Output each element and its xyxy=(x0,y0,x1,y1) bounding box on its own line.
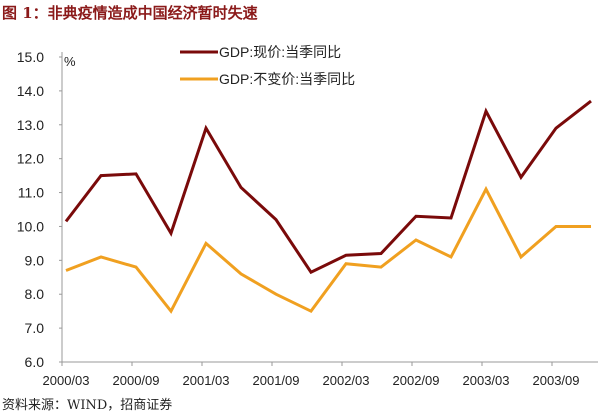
legend-label-2: GDP:不变价:当季同比 xyxy=(219,71,355,87)
y-tick-label: 14.0 xyxy=(17,83,44,99)
x-tick-label: 2002/03 xyxy=(323,373,370,388)
series-line-1 xyxy=(66,101,591,272)
legend-label-1: GDP:现价:当季同比 xyxy=(219,44,341,60)
y-tick-label: 11.0 xyxy=(18,185,44,201)
x-tick-label: 2002/09 xyxy=(393,373,440,388)
y-tick-label: 7.0 xyxy=(25,320,45,336)
x-tick-label: 2000/03 xyxy=(43,373,90,388)
series-line-2 xyxy=(66,189,591,311)
x-tick-label: 2003/03 xyxy=(463,373,510,388)
y-tick-label: 6.0 xyxy=(25,354,45,370)
x-tick-label: 2003/09 xyxy=(533,373,580,388)
y-tick-label: 10.0 xyxy=(17,218,44,234)
source-note: 资料来源：WIND，招商证券 xyxy=(2,394,172,413)
x-tick-label: 2000/09 xyxy=(113,373,160,388)
y-tick-label: 12.0 xyxy=(17,151,44,167)
x-tick-label: 2001/09 xyxy=(253,373,300,388)
y-axis-unit: % xyxy=(64,54,76,69)
x-tick-label: 2001/03 xyxy=(183,373,230,388)
y-tick-label: 13.0 xyxy=(17,117,44,133)
y-tick-label: 15.0 xyxy=(17,49,44,65)
y-tick-label: 8.0 xyxy=(25,286,45,302)
y-tick-label: 9.0 xyxy=(25,252,45,268)
